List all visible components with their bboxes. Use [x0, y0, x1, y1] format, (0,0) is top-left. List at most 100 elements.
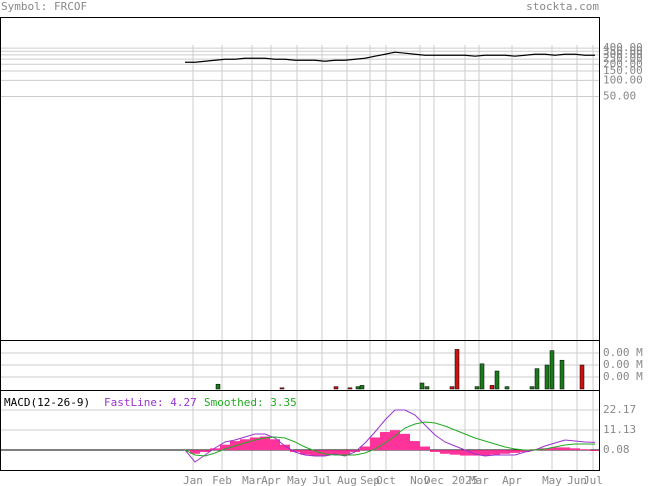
- x-tick-label: Mar: [469, 474, 489, 486]
- macd-histogram-bar: [400, 433, 410, 451]
- volume-bar: [474, 386, 480, 390]
- legend-entry: FastLine: 4.27: [104, 396, 197, 409]
- macd-histogram-bar: [240, 439, 250, 451]
- macd-histogram-bar: [380, 432, 390, 451]
- macd-histogram-bar: [320, 450, 330, 456]
- macd-histogram-bar: [270, 439, 280, 451]
- volume-bar: [479, 363, 485, 390]
- volume-bar: [534, 368, 540, 390]
- x-tick-label: May: [542, 474, 562, 486]
- macd-histogram-bar: [220, 444, 230, 451]
- macd-histogram-bar: [280, 444, 290, 451]
- volume-bar: [424, 386, 430, 390]
- volume-bar: [549, 350, 555, 390]
- macd-histogram-bar: [590, 450, 600, 452]
- x-tick-label: Nov: [410, 474, 430, 486]
- volume-bar: [449, 386, 455, 390]
- volume-bar: [559, 359, 565, 390]
- y-tick-label: 50.00: [603, 89, 636, 102]
- y-tick-label: 0.08: [603, 443, 630, 456]
- symbol: Symbol: FRCOF: [1, 0, 87, 13]
- macd-histogram-bar: [500, 450, 510, 454]
- volume-bar: [579, 364, 585, 390]
- macd-histogram-bar: [480, 450, 490, 456]
- y-tick-label: 11.13: [603, 423, 636, 436]
- macd-histogram-bar: [580, 449, 590, 451]
- macd-histogram-bar: [490, 450, 500, 455]
- y-tick-label: 22.17: [603, 403, 636, 416]
- x-tick-label: Oct: [376, 474, 396, 486]
- x-tick-label: Apr: [261, 474, 281, 486]
- macd-histogram-bar: [360, 446, 370, 451]
- volume-bar: [504, 386, 510, 390]
- volume-bar: [544, 364, 550, 390]
- y-tick-label: 0.00 M: [603, 358, 643, 371]
- macd-histogram-bar: [200, 450, 210, 452]
- macd-histogram-bar: [350, 450, 360, 452]
- macd-line: [184, 421, 596, 457]
- x-tick-label: 2025: [452, 474, 479, 486]
- x-tick-label: Feb: [212, 474, 232, 486]
- volume-bar: [494, 370, 500, 390]
- y-tick-label: 100.00: [603, 73, 643, 86]
- x-tick-label: Jun: [567, 474, 587, 486]
- x-tick-label: Jul: [312, 474, 332, 486]
- macd-histogram-bar: [520, 450, 530, 452]
- volume-bar: [489, 385, 495, 390]
- macd-histogram-bar: [190, 450, 200, 454]
- y-tick-label: 0.00 M: [603, 346, 643, 359]
- y-tick-label: 350.00: [603, 44, 643, 57]
- x-tick-label: May: [287, 474, 307, 486]
- macd-histogram-bar: [210, 448, 220, 451]
- price-line: [185, 51, 595, 63]
- macd-histogram-bar: [430, 450, 440, 452]
- macd-histogram-bar: [570, 448, 580, 451]
- x-tick-label: Aug: [337, 474, 357, 486]
- volume-bar: [454, 349, 460, 390]
- volume-bar: [347, 387, 353, 390]
- x-tick-label: Dec: [424, 474, 444, 486]
- x-tick-label: Apr: [502, 474, 522, 486]
- macd-histogram-bar: [390, 430, 400, 451]
- panel-frame: [0, 17, 600, 341]
- volume-bar: [333, 386, 339, 390]
- macd-histogram-bar: [300, 450, 310, 455]
- volume-bar: [529, 386, 535, 390]
- macd-title: MACD(12-26-9): [4, 396, 90, 409]
- macd-histogram-bar: [450, 450, 460, 455]
- y-tick-label: 0.00 M: [603, 370, 643, 383]
- y-tick-label: 150.00: [603, 64, 643, 77]
- macd-histogram-bar: [340, 450, 350, 456]
- y-tick-label: 250.00: [603, 52, 643, 65]
- legend-entry: Smoothed: 3.35: [204, 396, 297, 409]
- volume-bar: [215, 383, 221, 390]
- macd-histogram-bar: [560, 447, 570, 451]
- macd-histogram-bar: [260, 436, 270, 451]
- macd-histogram-bar: [470, 450, 480, 456]
- y-tick-label: 300.00: [603, 48, 643, 61]
- y-tick-label: 400.00: [603, 41, 643, 54]
- volume-bar: [419, 382, 425, 390]
- macd-histogram-bar: [370, 437, 380, 451]
- macd-histogram-bar: [290, 450, 300, 452]
- y-tick-label: 200.00: [603, 57, 643, 70]
- macd-histogram-bar: [460, 450, 470, 456]
- volume-bar: [279, 387, 285, 390]
- volume-bar: [359, 385, 365, 390]
- macd-histogram-bar: [550, 447, 560, 451]
- macd-histogram-bar: [420, 446, 430, 451]
- volume-bar: [355, 386, 361, 390]
- macd-histogram-bar: [410, 441, 420, 451]
- x-tick-label: Mar: [242, 474, 262, 486]
- macd-histogram-bar: [330, 450, 340, 455]
- macd-histogram-bar: [510, 450, 520, 453]
- macd-histogram-bar: [250, 437, 260, 451]
- x-tick-label: Sep: [360, 474, 380, 486]
- macd-histogram-bar: [310, 450, 320, 456]
- x-tick-label: Jan: [183, 474, 203, 486]
- macd-line: [184, 409, 596, 463]
- x-tick-label: Jul: [583, 474, 603, 486]
- site: stockta.com: [526, 0, 599, 13]
- panel-frame: [0, 390, 600, 471]
